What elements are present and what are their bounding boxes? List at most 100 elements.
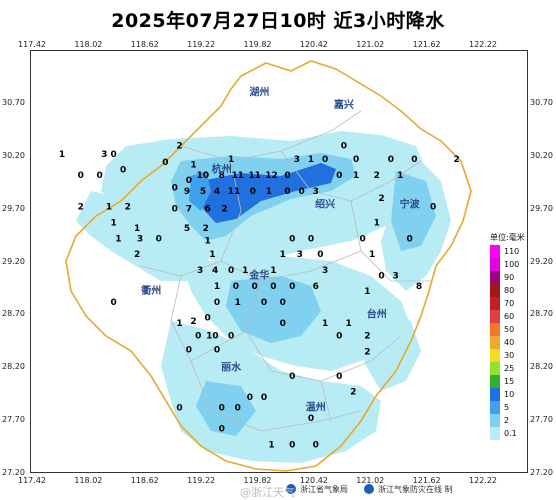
legend-item: 80 — [490, 284, 550, 297]
station-value: 1 — [115, 234, 121, 244]
station-value: 2 — [78, 203, 84, 213]
station-value: 2 — [203, 224, 209, 234]
y-tick-label-left: 30.20 — [2, 150, 25, 160]
station-value: 3 — [197, 266, 203, 276]
station-value: 0 — [228, 332, 234, 342]
station-value: 3 — [137, 234, 143, 244]
station-value: 2 — [190, 317, 196, 327]
city-label: 湖州 — [249, 85, 269, 98]
x-tick-label-top: 118.62 — [130, 40, 159, 49]
legend-item: 70 — [490, 297, 550, 310]
footer-agency: 浙江省气象局 — [300, 485, 348, 494]
city-label: 衢州 — [141, 284, 161, 297]
legend-value: 10 — [504, 390, 515, 399]
y-tick-label-right: 27.20 — [530, 468, 553, 477]
legend-value: 0.1 — [504, 429, 517, 438]
station-value: 0 — [228, 266, 234, 276]
legend-value: 2 — [504, 416, 510, 425]
station-value: 0 — [233, 282, 239, 292]
station-value: 1 — [374, 218, 380, 228]
station-value: 0 — [219, 425, 225, 435]
station-value: 0 — [360, 234, 366, 244]
station-value: 1 — [266, 187, 272, 197]
station-value: 0 — [186, 176, 192, 186]
legend-value: 60 — [504, 312, 515, 321]
x-tick-label-bottom: 121.62 — [412, 476, 441, 485]
rain-region-coast — [356, 306, 421, 391]
station-value: 8 — [219, 171, 225, 181]
station-value: 0 — [172, 205, 178, 215]
legend-item: 60 — [490, 310, 550, 323]
legend-swatch — [490, 336, 500, 349]
city-label: 杭州 — [212, 163, 232, 176]
station-value: 3 — [297, 250, 303, 260]
legend-item: 15 — [490, 375, 550, 388]
station-value: 1 — [345, 319, 351, 329]
legend-item: 90 — [490, 271, 550, 284]
station-value: 0 — [120, 166, 126, 176]
y-tick-label-left: 30.70 — [2, 97, 25, 107]
city-label: 温州 — [306, 401, 326, 414]
station-value: 0 — [308, 234, 314, 244]
station-value: 0 — [341, 141, 347, 151]
station-value: 0 — [317, 250, 323, 260]
station-value: 0 — [280, 319, 286, 329]
y-tick-label-right: 30.20 — [530, 150, 553, 160]
station-value: 2 — [374, 171, 380, 181]
station-value: 0 — [261, 298, 267, 308]
rain-region-west — [76, 191, 211, 281]
x-tick-label-bottom: 119.22 — [187, 476, 216, 485]
station-value: 2 — [134, 250, 140, 260]
x-tick-label-top: 122.22 — [469, 40, 498, 49]
station-value: 8 — [416, 282, 422, 292]
station-value: 3 — [101, 150, 107, 160]
station-value: 5 — [184, 224, 190, 234]
station-value: 1 — [111, 218, 117, 228]
station-value: 4 — [212, 266, 218, 276]
x-tick-label-top: 119.82 — [243, 40, 272, 49]
station-value: 0 — [284, 187, 290, 197]
station-value: 1 — [134, 224, 140, 234]
legend-value: 25 — [504, 364, 515, 373]
station-value: 0 — [247, 393, 253, 403]
station-value: 2 — [125, 203, 131, 213]
city-label: 丽水 — [221, 360, 242, 373]
weibo-watermark: @浙江天气 — [240, 486, 295, 499]
legend-item: 2 — [490, 414, 550, 427]
station-value: 0 — [214, 345, 220, 355]
station-value: 0 — [289, 234, 295, 244]
x-tick-label-bottom: 118.02 — [74, 476, 103, 485]
legend-value: 90 — [504, 273, 515, 282]
station-value: 2 — [221, 205, 227, 215]
legend-value: 70 — [504, 299, 515, 308]
station-value: 0 — [176, 404, 182, 414]
y-tick-label-left: 29.70 — [2, 203, 25, 213]
station-value: 1 — [268, 441, 274, 451]
x-tick-label-bottom: 122.22 — [469, 476, 498, 485]
station-value: 0 — [322, 155, 328, 165]
station-value: 0 — [156, 234, 162, 244]
legend-value: 5 — [504, 403, 510, 412]
legend-swatch — [490, 388, 500, 401]
legend-value: 50 — [504, 325, 515, 334]
station-value: 1 — [322, 319, 328, 329]
y-tick-label-right: 28.70 — [530, 309, 553, 319]
x-tick-label-top: 120.42 — [299, 40, 328, 49]
city-label: 台州 — [367, 307, 387, 320]
station-value: 0 — [336, 332, 342, 342]
station-value: 11 — [228, 187, 241, 197]
station-value: 2 — [378, 194, 384, 204]
legend-swatch — [490, 349, 500, 362]
y-tick-label-right: 29.20 — [530, 256, 553, 266]
legend-value: 110 — [504, 247, 520, 256]
station-value: 1 — [397, 171, 403, 181]
station-value: 0 — [219, 404, 225, 414]
rain-moderate-east — [391, 171, 436, 251]
rain-heavy-core-2 — [189, 171, 211, 211]
x-tick-label-top: 121.02 — [356, 40, 385, 49]
station-value: 0 — [353, 155, 359, 165]
x-tick-label-top: 119.22 — [187, 40, 216, 49]
station-value: 0 — [251, 282, 257, 292]
y-tick-label-left: 29.20 — [2, 256, 25, 266]
station-value: 3 — [294, 155, 300, 165]
